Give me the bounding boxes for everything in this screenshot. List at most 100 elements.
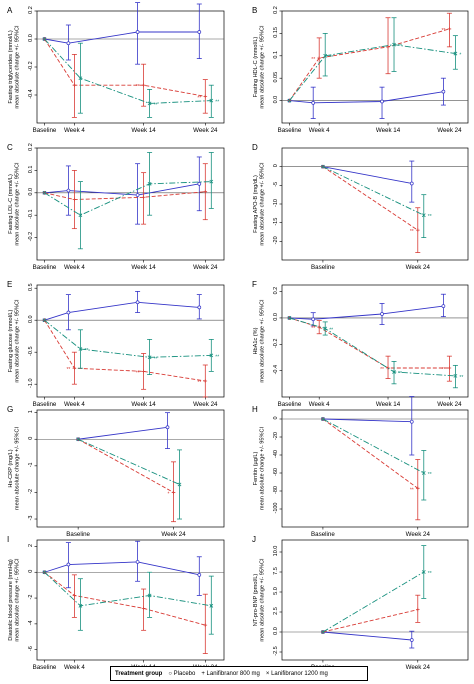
series-line (322, 166, 412, 184)
y-axis-label-line: Hs-CRP (mg/L) (8, 449, 14, 487)
series-line (44, 38, 212, 104)
significance-label: ** (410, 229, 414, 235)
y-tick-label: -80 (273, 486, 279, 494)
series-line (322, 571, 425, 633)
plot-frame (281, 10, 469, 124)
plot-frame (36, 147, 225, 261)
y-axis-label-line: mean absolute change +/- 95%CI (15, 162, 21, 246)
y-tick-label: 0 (28, 570, 34, 573)
y-axis-label-line: Ferritin (µg/L) (253, 452, 259, 486)
series-lani800: ** ** ** (287, 316, 452, 382)
series-line (44, 319, 206, 382)
y-tick-label: 0.2 (28, 6, 34, 14)
data-point (209, 98, 214, 103)
data-point (147, 181, 152, 186)
x-tick-label: Baseline (278, 127, 302, 134)
series-line (77, 438, 174, 493)
series-line (322, 631, 412, 641)
x-tick-label: Week 24 (437, 127, 462, 134)
series-lani800: ** ** (42, 37, 208, 118)
y-tick-label: 5.0 (273, 587, 279, 595)
data-point (441, 89, 446, 94)
y-tick-label: -1.0 (28, 378, 34, 387)
y-axis-label-line: mean absolute change +/- 95%CI (15, 558, 21, 642)
significance-label: ** (459, 375, 463, 381)
y-tick-label: 0 (28, 437, 34, 440)
series-placebo (42, 540, 202, 596)
y-tick-label: -0.2 (28, 232, 34, 241)
panel-e: E Fasting glucose (mmol/L)mean absolute c… (7, 280, 225, 408)
panel-letter: J (252, 535, 256, 544)
y-tick-label: -40 (273, 450, 279, 458)
series-placebo (42, 156, 202, 225)
series-placebo (42, 290, 202, 331)
y-axis-label: Fasting glucose (mmol/L)mean absolute ch… (8, 299, 21, 383)
y-axis-label-line: Fasting glucose (mmol/L) (8, 309, 14, 372)
y-tick-label: -0.4 (28, 89, 34, 98)
series-line (289, 91, 444, 104)
x-tick-label: Week 24 (406, 531, 431, 538)
data-point (321, 417, 325, 421)
data-point (78, 603, 83, 608)
data-point (209, 603, 214, 608)
data-point (147, 101, 152, 106)
significance-label: ** (154, 102, 158, 108)
series-lani1200: ** (321, 545, 432, 634)
data-point (141, 369, 146, 374)
series-lani1200: ** ** ** (287, 316, 463, 389)
y-axis-label-line: mean absolute change +/- 95%CI (15, 25, 21, 109)
series-lani1200: ** (321, 164, 432, 239)
x-tick-label: Week 4 (64, 127, 85, 134)
x-tick-label: Week 24 (193, 401, 218, 408)
data-point (72, 197, 77, 202)
significance-label: ** (380, 367, 384, 373)
significance-label: ** (441, 28, 445, 34)
plot-frame (36, 409, 225, 528)
series-placebo (321, 630, 415, 649)
data-point (415, 486, 420, 491)
x-tick-label: Week 14 (131, 401, 156, 408)
data-point (447, 366, 452, 370)
significance-label: ** (398, 371, 402, 377)
series-line (289, 44, 456, 101)
data-point (441, 304, 446, 308)
significance-label: ** (311, 326, 315, 332)
x-tick-label: Week 14 (376, 401, 401, 408)
y-axis-label: Hs-CRP (mg/L)mean absolute change +/- 95… (8, 426, 21, 510)
series-lani1200 (76, 437, 183, 520)
y-axis-label: Fasting triglycerides (mmol/L)mean absol… (8, 25, 21, 109)
data-point (421, 570, 426, 574)
data-point (197, 30, 202, 34)
series-line (322, 609, 418, 633)
panel-letter: C (7, 143, 13, 152)
series-lani1200 (42, 570, 214, 635)
data-point (209, 353, 214, 358)
data-point (66, 188, 71, 193)
y-axis-label: Fasting LDL-C (mmol/L)mean absolute chan… (8, 162, 21, 246)
x-tick-label: Baseline (66, 531, 90, 538)
series-line (44, 31, 200, 44)
data-point (72, 83, 77, 87)
y-tick-label: 0.0 (273, 96, 279, 104)
legend-marker-lani1200: × (265, 670, 270, 677)
y-axis-label-line: mean absolute change +/- 95%CI (15, 426, 21, 510)
data-point (321, 630, 325, 634)
legend-item-placebo: ○ Placebo (168, 671, 195, 677)
y-axis-label: Fasting HDL-C (mmol/L)mean absolute chan… (253, 25, 266, 109)
data-point (321, 164, 325, 169)
data-point (203, 623, 208, 627)
series-placebo (287, 77, 446, 119)
series-line (322, 166, 424, 216)
y-axis-label-line: Fasting LDL-C (mmol/L) (8, 174, 14, 234)
x-tick-label: Week 24 (437, 401, 462, 408)
series-line (44, 561, 200, 576)
y-tick-label: 0 (273, 164, 279, 167)
series-lani800: * (76, 437, 177, 523)
x-tick-label: Week 24 (406, 264, 431, 271)
data-point (447, 27, 452, 31)
legend-label-lani800: Lanifibranor 800 mg (206, 670, 260, 677)
legend-item-lani800: + Lanifibranor 800 mg (201, 671, 260, 677)
data-point (197, 572, 202, 577)
x-tick-label: Baseline (33, 401, 57, 408)
